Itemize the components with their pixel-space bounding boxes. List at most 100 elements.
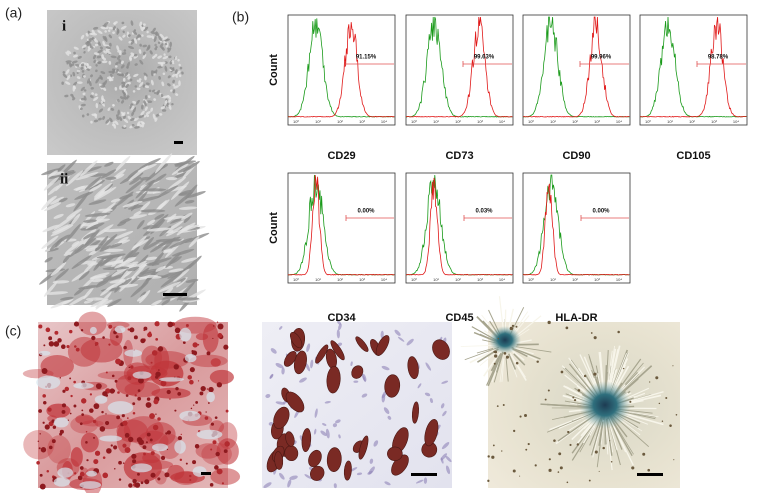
nodule [70,395,72,397]
pale-area [36,376,60,390]
nodule [126,394,129,397]
stained-nodule [579,381,631,429]
speck [609,440,610,441]
panel-label: (b) [232,9,249,25]
speck [506,356,509,359]
nodule [217,322,218,323]
nodule [215,416,218,419]
pale-area [206,392,215,402]
speck [513,430,515,432]
speck [488,455,490,457]
nodule [167,322,173,328]
nodule [80,472,85,477]
x-tick-label: 10⁴ [616,119,622,124]
speck [584,375,586,377]
nodule [161,456,165,460]
nodule [42,394,46,398]
marker-label: CD45 [445,312,473,324]
speck [594,336,597,339]
nodule [41,447,46,452]
scale-bar [411,473,437,476]
nodule [137,473,140,476]
speck [623,368,624,369]
speck [520,416,522,418]
nodule [129,327,134,332]
nodule [137,437,142,442]
nodule [91,336,95,340]
nodule [86,459,88,461]
nodule [197,344,199,346]
y-axis-label: Count [268,212,280,244]
pale-area [193,466,207,477]
nodule [43,344,45,346]
percent-label: 91.15% [356,55,377,61]
nodule [193,405,194,406]
pale-area [159,377,184,381]
nodule [102,336,105,339]
speck [536,360,538,362]
nodule [165,432,167,434]
panel-label: (c) [5,323,21,339]
nodule [224,441,229,446]
nodule [36,461,40,465]
nodule [38,409,42,413]
speck [510,327,513,330]
x-tick-label: 10³ [477,119,483,124]
x-tick-label: 10³ [594,119,600,124]
nodule [215,452,219,456]
pale-area [79,481,101,489]
speck [516,362,519,365]
nodule [223,345,228,350]
nodule [90,393,92,395]
deposit [23,430,54,459]
speck [629,401,631,403]
nodule [153,425,159,431]
pale-area [115,326,126,334]
nodule [155,413,156,414]
pale-area [57,467,73,477]
nodule [150,439,153,442]
nodule [158,346,163,351]
speck [673,459,674,460]
pale-area [39,351,51,356]
speck [665,397,667,399]
pale-area [174,440,186,453]
nodule [111,444,113,446]
speck [548,469,551,472]
x-tick-label: 10¹ [433,119,439,124]
nodule [47,408,51,412]
percent-label: 99.63% [474,55,495,61]
x-tick-label: 10² [455,277,461,282]
pale-area [185,354,197,362]
speck [655,376,658,379]
speck [642,453,645,456]
speck [519,476,520,477]
nodule [207,388,209,390]
marker-label: CD29 [327,150,355,162]
pale-area [124,350,142,357]
speck [659,403,660,404]
nodule [125,433,130,438]
nodule [96,383,102,389]
nodule [93,437,95,439]
pale-area [86,471,97,477]
nodule [52,439,56,443]
speck [611,461,613,463]
nodule [143,327,147,331]
nodule [157,477,160,480]
nodule [116,415,120,419]
speck [545,399,547,401]
speck [567,482,569,484]
nodule [190,367,195,372]
x-tick-label: 10³ [359,277,365,282]
nodule [127,417,129,419]
nodule [199,391,203,395]
speck [566,326,569,329]
nodule [128,437,133,442]
nodule [157,417,161,421]
speck [617,331,620,334]
nodule [106,371,108,373]
nodule [43,422,45,424]
nodule [208,387,213,392]
x-tick-label: 10¹ [667,119,673,124]
